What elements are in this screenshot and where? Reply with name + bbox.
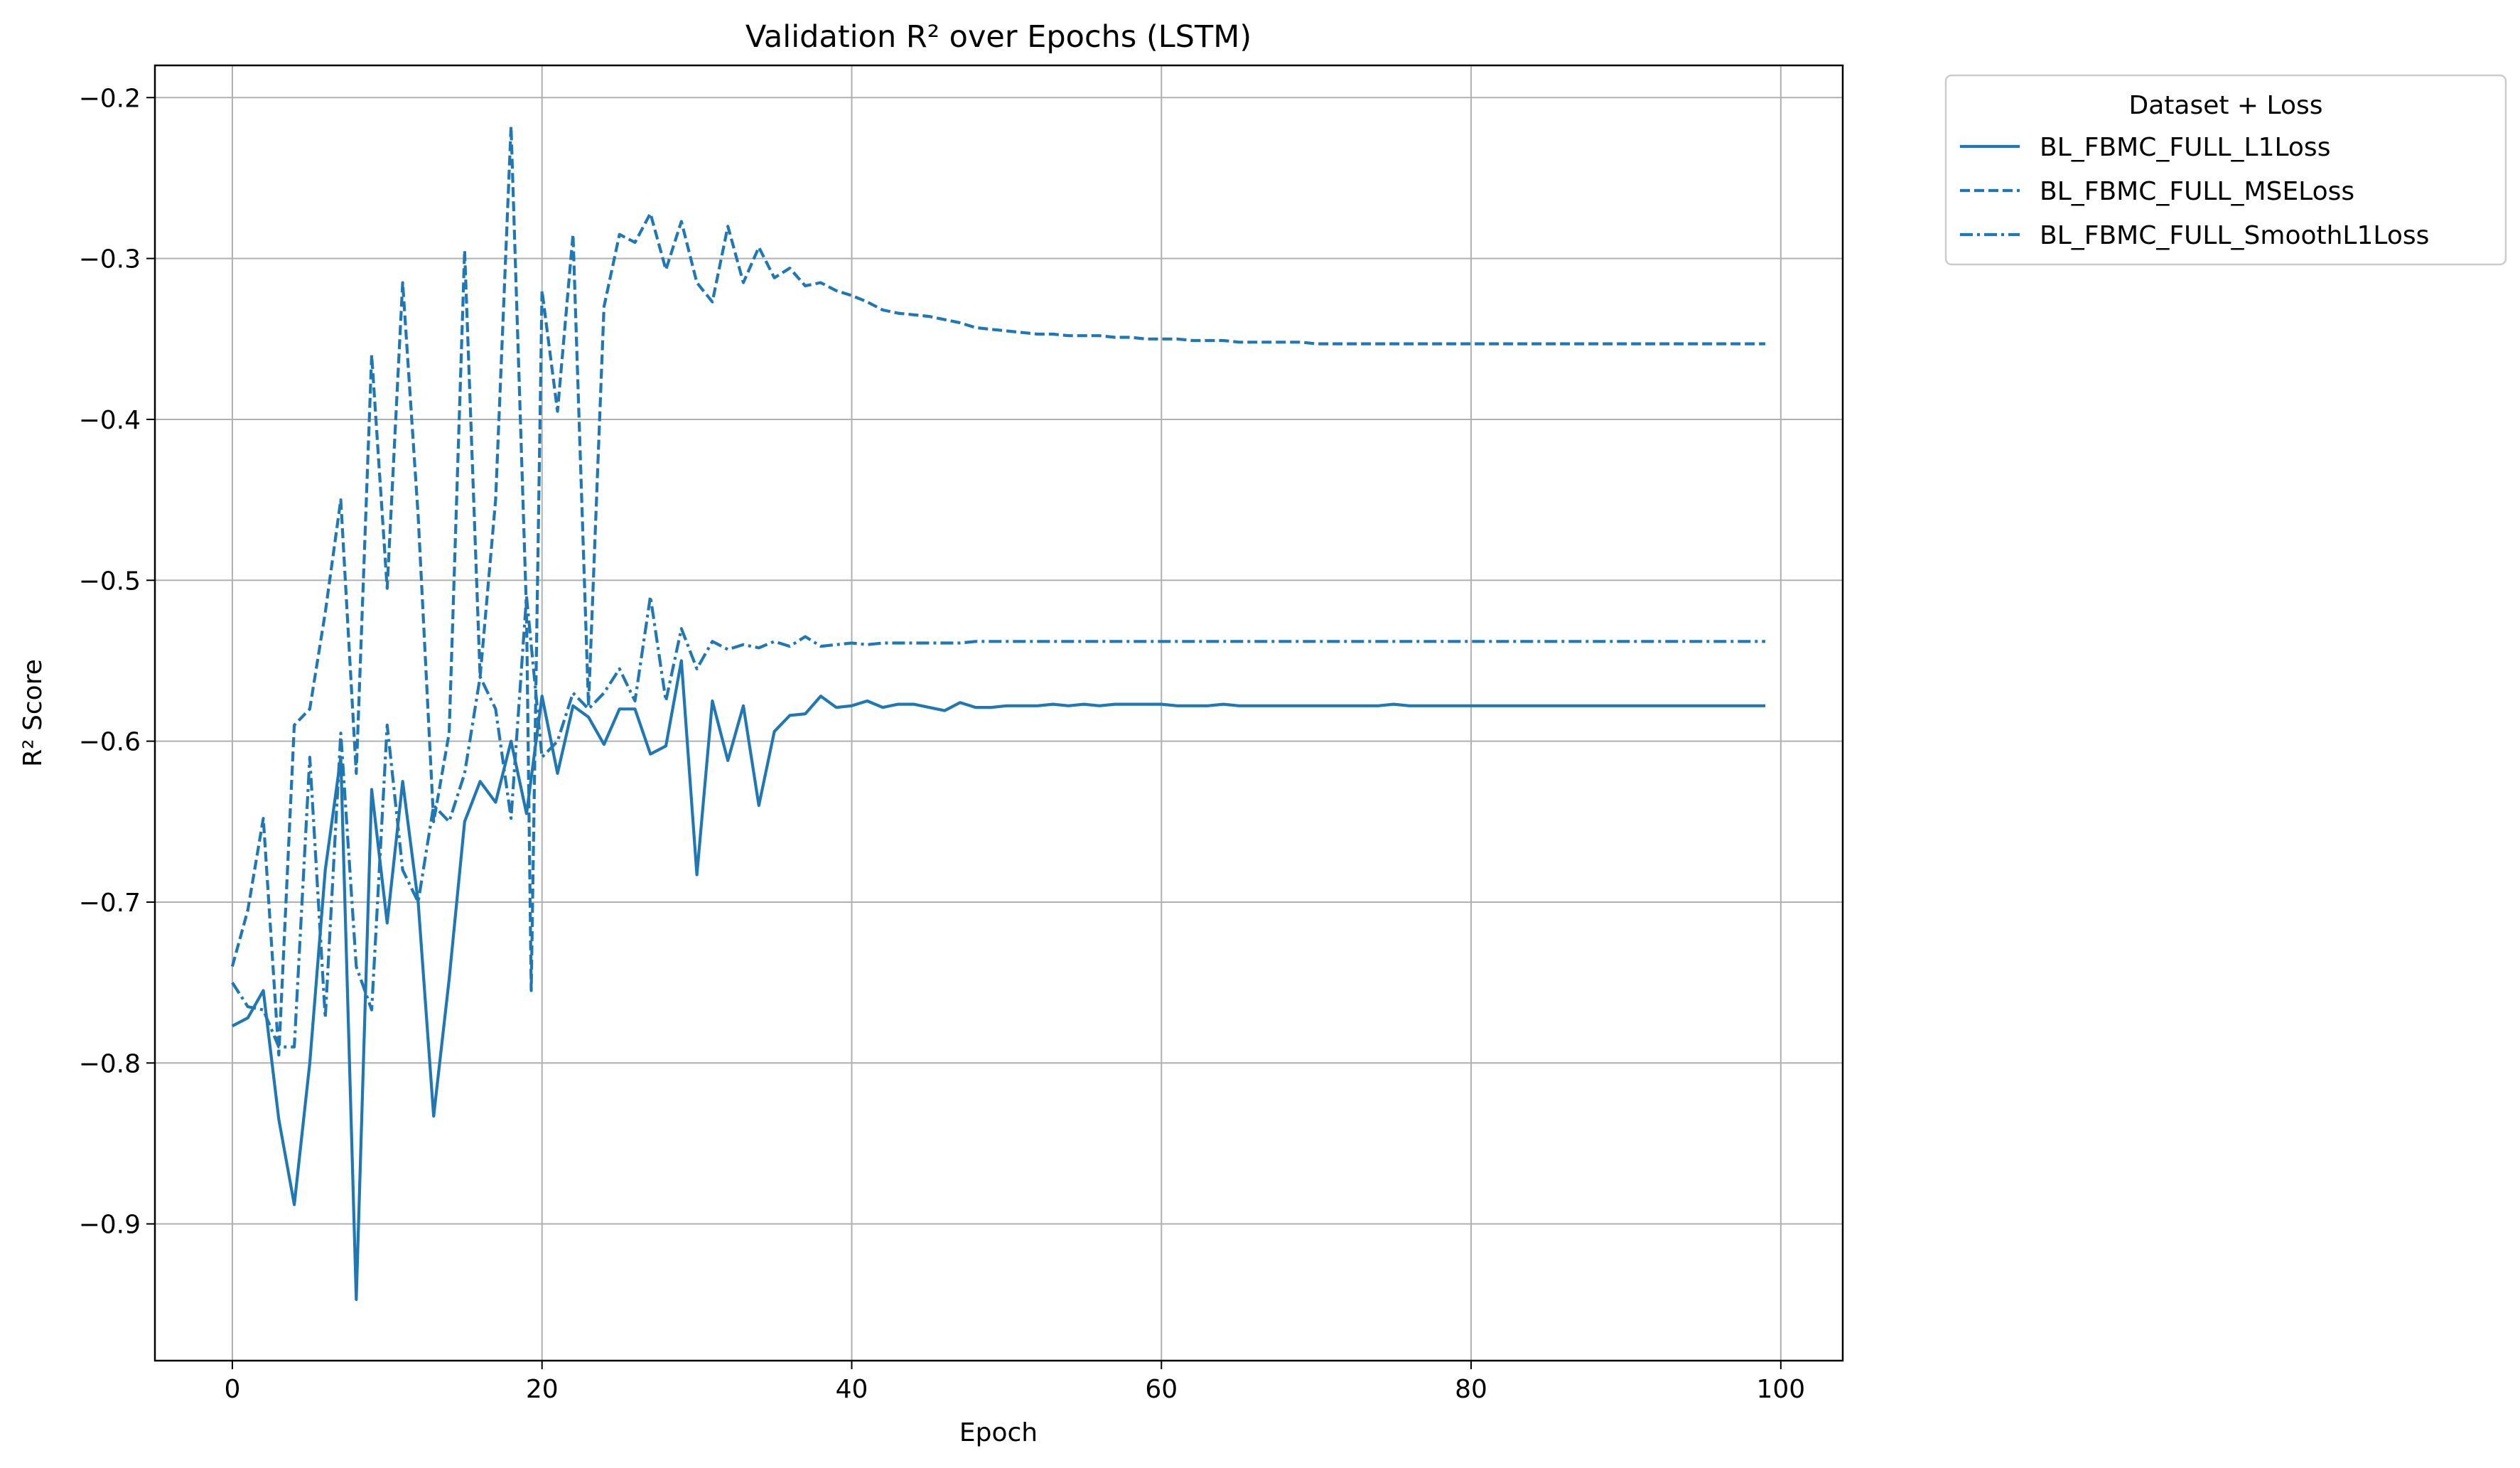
x-tick-label: 60 (1145, 1375, 1178, 1404)
y-tick-label: −0.4 (79, 406, 141, 435)
y-tick-label: −0.8 (79, 1049, 141, 1078)
y-axis: −0.9 −0.8 −0.7 −0.6 −0.5 −0.4 −0.3 −0.2 (79, 84, 155, 1240)
legend-title: Dataset + Loss (2129, 91, 2323, 120)
y-tick-label: −0.5 (79, 567, 141, 596)
legend-box (1944, 74, 2507, 266)
y-tick-label: −0.2 (79, 84, 141, 113)
x-tick-label: 40 (836, 1375, 868, 1404)
x-tick-label: 20 (526, 1375, 559, 1404)
y-tick-label: −0.9 (79, 1211, 141, 1240)
grid (155, 65, 1843, 1361)
x-tick-label: 80 (1455, 1375, 1487, 1404)
chart-title: Validation R² over Epochs (LSTM) (745, 19, 1251, 55)
plot-frame (154, 64, 1844, 1362)
y-tick-label: −0.3 (79, 245, 141, 274)
series-line-BL_FBMC_FULL_SmoothL1Loss (231, 594, 1766, 1049)
y-tick-label: −0.6 (79, 728, 141, 757)
y-axis-label: R² Score (18, 659, 48, 767)
x-tick-label: 100 (1756, 1375, 1805, 1404)
legend-entry: BL_FBMC_FULL_L1Loss (2040, 133, 2330, 162)
series-line-BL_FBMC_FULL_L1Loss (231, 659, 1766, 1302)
series-layer (230, 124, 1766, 1302)
x-axis-label: Epoch (959, 1418, 1038, 1447)
legend: Dataset + Loss BL_FBMC_FULL_L1Loss BL_FBM… (1944, 74, 2507, 266)
series-line-BL_FBMC_FULL_MSELoss (230, 124, 1766, 1057)
legend-entry: BL_FBMC_FULL_MSELoss (2040, 177, 2354, 206)
y-tick-label: −0.7 (79, 889, 141, 918)
legend-entry: BL_FBMC_FULL_SmoothL1Loss (2040, 221, 2429, 250)
x-axis: 0 20 40 60 80 100 (224, 1361, 1805, 1404)
x-tick-label: 0 (224, 1375, 240, 1404)
